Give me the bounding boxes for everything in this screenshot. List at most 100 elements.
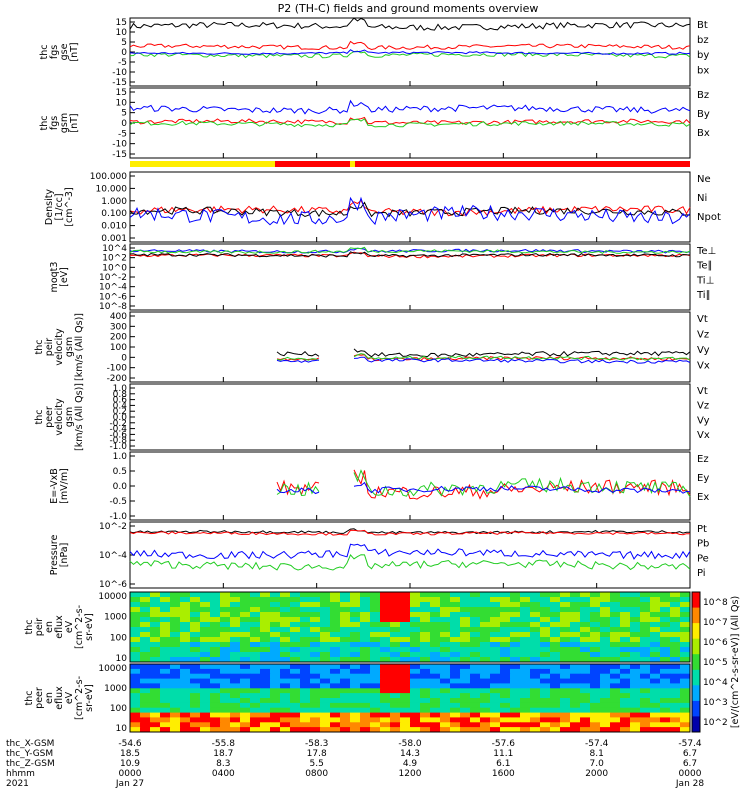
- x-row-value: 2000: [585, 769, 608, 779]
- spectrogram-cell: [490, 722, 501, 728]
- spectrogram-cell: [330, 673, 341, 680]
- spectrogram-cell: [680, 617, 691, 623]
- spectrogram-cell: [490, 673, 501, 680]
- spectrogram-cell: [180, 632, 191, 638]
- spectrogram-cell: [270, 712, 281, 718]
- spectrogram-cell: [580, 592, 591, 598]
- spectrogram-cell: [170, 688, 181, 694]
- spectrogram-cell: [650, 657, 661, 663]
- spectrogram-cell: [320, 693, 331, 699]
- spectrogram-cell: [650, 637, 661, 643]
- spectrogram-cell: [150, 707, 161, 714]
- spectrogram-cell: [410, 717, 421, 723]
- spectrogram-cell: [480, 664, 491, 670]
- spectrogram-cell: [320, 664, 331, 670]
- spectrogram-cell: [510, 678, 521, 684]
- x-row-value: 14.3: [400, 749, 420, 759]
- spectrogram-cell: [380, 607, 391, 613]
- y-tick-label: 1.000: [101, 197, 127, 207]
- spectrogram-cell: [530, 678, 541, 684]
- spectrogram-cell: [420, 657, 431, 663]
- spectrogram-cell: [540, 664, 551, 670]
- spectrogram-cell: [230, 597, 241, 603]
- spectrogram-cell: [200, 657, 211, 663]
- spectrogram-cell: [680, 642, 691, 648]
- legend-pb: Pb: [697, 539, 709, 550]
- spectrogram-cell: [130, 698, 141, 704]
- spectrogram-cell: [260, 627, 271, 633]
- spectrogram-cell: [650, 683, 661, 689]
- spectrogram-cell: [640, 727, 651, 733]
- colorbar-segment: [692, 669, 700, 686]
- spectrogram-cell: [140, 717, 151, 723]
- spectrogram-cell: [440, 712, 451, 718]
- spectrogram-cell: [430, 657, 441, 663]
- x-row-label: hhmm: [6, 769, 35, 779]
- spectrogram-cell: [440, 693, 451, 699]
- spectrogram-cell: [280, 664, 291, 670]
- spectrogram-cell: [400, 727, 411, 733]
- spectrogram-cell: [390, 673, 401, 680]
- spectrogram-cell: [230, 702, 241, 709]
- spectrogram-cell: [300, 652, 311, 658]
- spectrogram-cell: [480, 602, 491, 608]
- spectrogram-cell: [350, 683, 361, 689]
- spectrogram-cell: [570, 678, 581, 684]
- spectrogram-cell: [350, 673, 361, 680]
- spectrogram-cell: [570, 693, 581, 699]
- spectrogram-cell: [270, 637, 281, 643]
- series-pi: [129, 543, 691, 560]
- spectrogram-cell: [450, 652, 461, 658]
- y-tick-label: 1.0: [113, 384, 128, 394]
- spectrogram-cell: [670, 668, 681, 675]
- spectrogram-cell: [230, 617, 241, 623]
- spectrogram-cell: [190, 664, 201, 670]
- y-label-line: eV: [64, 691, 75, 704]
- spectrogram-cell: [660, 632, 671, 638]
- spectrogram-cell: [550, 627, 561, 633]
- spectrogram-cell: [180, 597, 191, 603]
- spectrogram-cell: [190, 717, 201, 723]
- y-label-line: sr-eV]: [84, 613, 95, 641]
- y-tick-label: 0.8: [113, 390, 128, 400]
- y-tick-label: 0.0: [113, 482, 128, 492]
- y-axis-label: Pressure [nPa]: [49, 535, 70, 576]
- y-tick-label: 100: [110, 704, 127, 714]
- spectrogram-cell: [470, 698, 481, 704]
- spectrogram-cell: [450, 673, 461, 680]
- spectrogram-cell: [150, 678, 161, 684]
- spectrogram-cell: [530, 707, 541, 714]
- spectrogram-cell: [600, 673, 611, 680]
- spectrogram-cell: [160, 597, 171, 603]
- x-row-value: 18.7: [213, 749, 233, 759]
- spectrogram-cell: [190, 637, 201, 643]
- spectrogram-cell: [460, 602, 471, 608]
- legend-ez: Ez: [697, 454, 709, 465]
- spectrogram-cell: [490, 712, 501, 718]
- spectrogram-cell: [670, 722, 681, 728]
- spectrogram-cell: [480, 607, 491, 613]
- spectrogram-cell: [470, 612, 481, 618]
- spectrogram-cell: [540, 693, 551, 699]
- spectrogram-cell: [150, 602, 161, 608]
- spectrogram-cell: [300, 668, 311, 675]
- spectrogram-cell: [520, 702, 531, 709]
- spectrogram-cell: [440, 698, 451, 704]
- spectrogram-cell: [150, 727, 161, 733]
- spectrogram-cell: [170, 652, 181, 658]
- series-bz: [129, 40, 691, 51]
- spectrogram-cell: [140, 722, 151, 728]
- y-label-line: gsm: [64, 407, 75, 427]
- spectrogram-cell: [270, 693, 281, 699]
- y-tick-label: 10^-2: [99, 273, 127, 283]
- spectrogram-cell: [340, 702, 351, 709]
- spectrogram-cell: [350, 688, 361, 694]
- spectrogram-cell: [430, 678, 441, 684]
- spectrogram-cell: [350, 657, 361, 663]
- spectrogram-cell: [490, 597, 501, 603]
- spectrogram-cell: [230, 712, 241, 718]
- spectrogram-cell: [500, 652, 511, 658]
- spectrogram-cell: [660, 637, 671, 643]
- spectrogram-cell: [370, 673, 381, 680]
